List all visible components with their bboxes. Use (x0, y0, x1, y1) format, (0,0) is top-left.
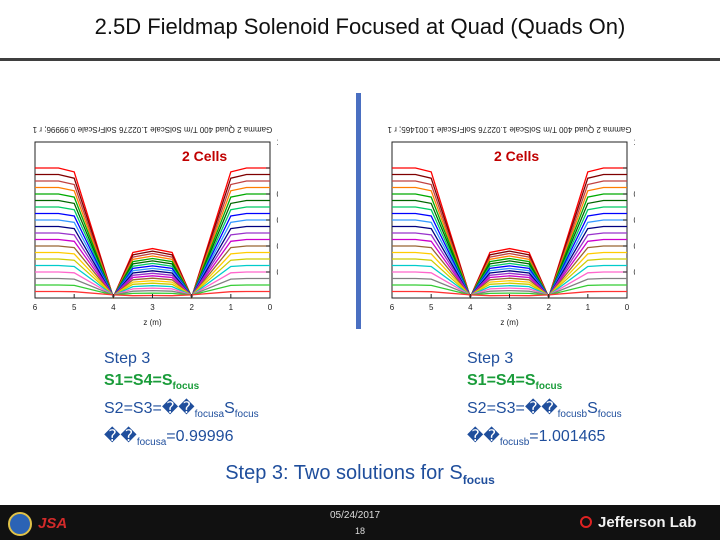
trajectory-line (35, 180, 270, 299)
trajectory-line (392, 173, 627, 299)
trajectory-line (35, 251, 270, 297)
trajectory-line (35, 258, 270, 297)
y-tick-label: 0.6 (276, 216, 278, 225)
trajectory-line (35, 284, 270, 296)
trajectory-line (35, 271, 270, 297)
trajectory-line (392, 284, 627, 296)
x-tick-label: 3 (150, 303, 155, 312)
trajectory-line (392, 245, 627, 297)
x-tick-label: 4 (111, 303, 116, 312)
trajectory-line (392, 271, 627, 297)
plot-frame (391, 141, 628, 299)
trajectory-line (35, 225, 270, 298)
trajectory-line (35, 212, 270, 298)
left-step-line2: S2=S3=��focusaSfocus (104, 400, 259, 421)
trajectory-line (392, 238, 627, 297)
y-tick-label: 0.4 (633, 242, 635, 251)
trajectory-line (35, 238, 270, 297)
plot-header: Gamma 2 Quad 400 T/m SolScale 1.02276 So… (387, 125, 632, 134)
y-tick-label: 0.2 (276, 268, 278, 277)
x-tick-label: 0 (268, 303, 273, 312)
jsa-logo: JSA (38, 515, 68, 532)
plot-header: Gamma 2 Quad 400 T/m SolScale 1.02276 So… (32, 125, 272, 134)
plot-frame (34, 141, 271, 299)
summary-text: Step 3: Two solutions for Sfocus (225, 462, 495, 487)
right-step-heading: Step 3 (467, 350, 514, 367)
jefferson-lab-icon (580, 516, 592, 528)
trajectory-line (392, 258, 627, 297)
trajectory-line (35, 173, 270, 299)
y-tick-label: 1.2 (276, 138, 278, 147)
panel-divider (356, 93, 361, 329)
right-step-line1: S1=S4=Sfocus (467, 372, 563, 393)
right-plot-svg: Gamma 2 Quad 400 T/m SolScale 1.02276 So… (387, 125, 635, 327)
slide-title: 2.5D Fieldmap Solenoid Focused at Quad (… (94, 14, 626, 39)
x-tick-label: 6 (390, 303, 395, 312)
left-step-line3: ��focusa=0.99996 (104, 428, 234, 449)
right-cells-label: 2 Cells (494, 148, 540, 164)
trajectory-line (35, 206, 270, 298)
x-tick-label: 3 (507, 303, 512, 312)
trajectory-line (392, 193, 627, 299)
trajectory-line (392, 167, 627, 300)
left-step-heading: Step 3 (104, 350, 151, 367)
y-tick-label: 0.2 (633, 268, 635, 277)
trajectory-line (35, 232, 270, 298)
trajectory-line (392, 199, 627, 299)
left-cells-label: 2 Cells (182, 148, 228, 164)
trajectory-line (392, 186, 627, 299)
trajectory-line (35, 186, 270, 299)
title-rule (0, 58, 720, 61)
x-tick-label: 0 (625, 303, 630, 312)
right-step-line3: ��focusb=1.001465 (467, 428, 606, 449)
x-tick-label: 2 (546, 303, 551, 312)
y-tick-label: 0.6 (633, 216, 635, 225)
trajectory-line (392, 277, 627, 296)
trajectory-line (392, 232, 627, 298)
right-step-text: Step 3 S1=S4=Sfocus S2=S3=��focusbSfocus… (467, 348, 622, 455)
page-number: 18 (355, 526, 366, 536)
trajectory-line (392, 180, 627, 299)
doe-seal-icon (8, 512, 32, 536)
left-step-text: Step 3 S1=S4=Sfocus S2=S3=��focusaSfocus… (104, 348, 259, 455)
left-step-line1: S1=S4=Sfocus (104, 372, 200, 393)
trajectory-line (35, 219, 270, 298)
y-tick-label: 0.4 (276, 242, 278, 251)
right-trajectory-plot: Gamma 2 Quad 400 T/m SolScale 1.02276 So… (377, 112, 635, 330)
trajectory-line (35, 245, 270, 297)
left-trajectory-plot: Gamma 2 Quad 400 T/m SolScale 1.02276 So… (20, 112, 278, 330)
trajectory-line (392, 219, 627, 298)
footer-date: 05/24/2017 (330, 510, 381, 521)
x-tick-label: 5 (72, 303, 77, 312)
trajectory-line (35, 199, 270, 299)
trajectory-line (392, 264, 627, 297)
left-plot-svg: Gamma 2 Quad 400 T/m SolScale 1.02276 So… (32, 125, 278, 327)
y-tick-label: 0.8 (633, 190, 635, 199)
x-axis-label: z (m) (500, 318, 519, 327)
trajectory-line (35, 167, 270, 300)
x-tick-label: 5 (429, 303, 434, 312)
x-tick-label: 1 (586, 303, 591, 312)
jefferson-lab-logo: Jefferson Lab (598, 514, 697, 531)
trajectory-line (35, 264, 270, 297)
x-axis-label: z (m) (143, 318, 162, 327)
x-tick-label: 6 (33, 303, 38, 312)
footer-bar: JSA 05/24/2017 18 Jefferson Lab (0, 505, 720, 540)
y-tick-label: 0.8 (276, 190, 278, 199)
trajectory-line (392, 212, 627, 298)
trajectory-line (35, 193, 270, 299)
y-tick-label: 1.2 (633, 138, 635, 147)
right-step-line2: S2=S3=��focusbSfocus (467, 400, 622, 421)
trajectory-line (392, 206, 627, 298)
x-tick-label: 1 (229, 303, 234, 312)
trajectory-line (392, 251, 627, 297)
trajectory-line (35, 277, 270, 296)
x-tick-label: 2 (189, 303, 194, 312)
trajectory-line (392, 225, 627, 298)
x-tick-label: 4 (468, 303, 473, 312)
